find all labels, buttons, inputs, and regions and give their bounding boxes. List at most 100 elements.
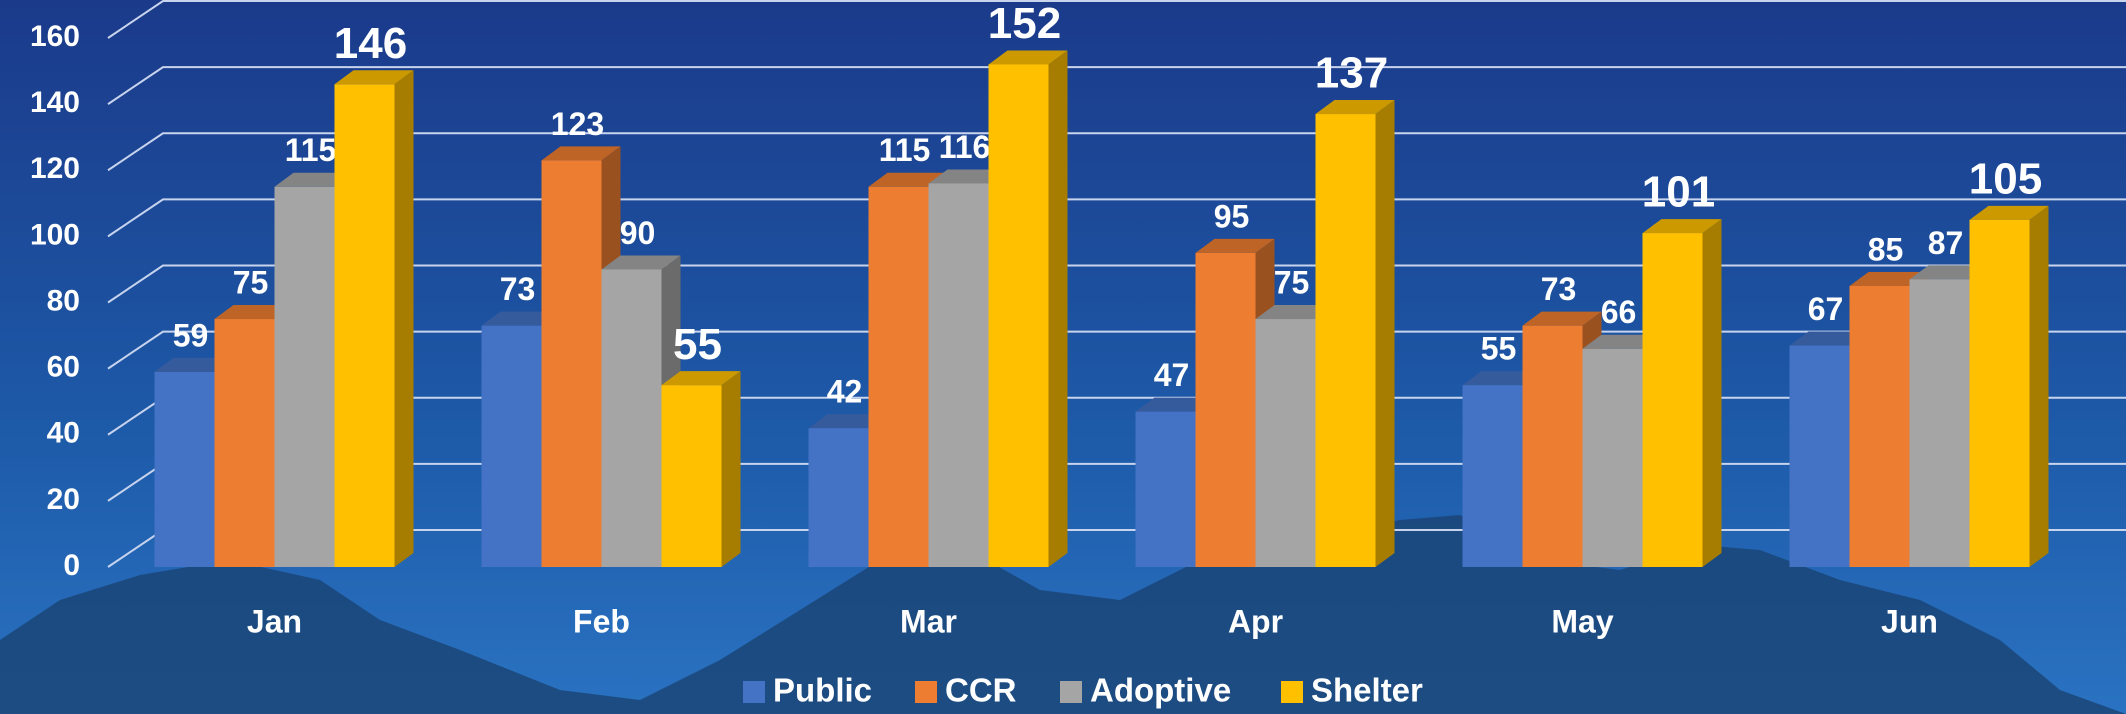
grid-line xyxy=(107,330,2126,370)
y-tick-label: 40 xyxy=(47,417,80,450)
x-tick-label: Jun xyxy=(1881,603,1938,639)
value-label: 123 xyxy=(551,106,604,142)
bar xyxy=(1195,252,1256,567)
bar xyxy=(1135,411,1196,567)
value-label: 101 xyxy=(1642,168,1715,217)
bar-top xyxy=(1255,305,1335,320)
bar xyxy=(601,269,662,567)
bar xyxy=(274,186,335,567)
y-tick-label: 20 xyxy=(47,483,80,516)
bar-top xyxy=(541,146,621,161)
y-tick-label: 60 xyxy=(47,351,80,384)
bar-top xyxy=(214,305,294,320)
legend-label: CCR xyxy=(945,672,1017,709)
legend-swatch xyxy=(743,681,765,703)
value-label: 75 xyxy=(233,264,269,300)
bar xyxy=(481,325,542,567)
bar xyxy=(1255,319,1316,567)
grid-line xyxy=(107,132,2126,172)
bar-top xyxy=(274,172,354,187)
bar-side xyxy=(1375,100,1395,567)
bar-top xyxy=(1909,265,1989,280)
bar-top xyxy=(1135,397,1215,412)
value-label: 115 xyxy=(285,132,337,168)
bar-side xyxy=(2029,205,2049,567)
bar xyxy=(154,371,215,567)
bar xyxy=(1522,325,1583,567)
bar xyxy=(1909,279,1970,567)
value-label: 90 xyxy=(620,215,656,251)
value-label: 85 xyxy=(1868,231,1904,267)
value-label: 47 xyxy=(1154,357,1190,393)
value-label: 105 xyxy=(1969,154,2042,203)
value-label: 42 xyxy=(827,374,863,410)
bar-top xyxy=(1642,219,1722,234)
bar-top xyxy=(481,311,561,326)
bar-top xyxy=(1849,271,1929,286)
bar-top xyxy=(334,70,414,85)
value-label: 87 xyxy=(1928,225,1964,261)
bar-top xyxy=(988,50,1068,65)
y-tick-label: 120 xyxy=(30,152,80,185)
y-tick-label: 160 xyxy=(30,20,80,53)
bar-top xyxy=(1462,371,1542,386)
bar-top xyxy=(808,414,888,429)
bar-top xyxy=(1315,100,1395,115)
grid-line xyxy=(107,66,2126,105)
x-tick-label: Feb xyxy=(573,603,630,639)
y-tick-label: 140 xyxy=(30,86,80,119)
bar-side xyxy=(394,70,414,567)
bar xyxy=(1642,233,1703,567)
y-tick-label: 100 xyxy=(30,218,80,251)
x-tick-label: Jan xyxy=(247,603,302,639)
bar-top xyxy=(661,371,741,386)
value-label: 67 xyxy=(1808,291,1844,327)
bar xyxy=(1789,345,1850,567)
mountain-silhouette xyxy=(0,515,2126,714)
grid-line xyxy=(107,264,2126,304)
bar-top xyxy=(1522,311,1602,326)
legend-swatch xyxy=(1060,681,1082,703)
legend-label: Adoptive xyxy=(1090,672,1231,709)
bar xyxy=(808,428,869,567)
x-tick-label: Mar xyxy=(900,603,957,639)
bar xyxy=(661,385,722,567)
bar xyxy=(1462,385,1523,567)
value-label: 137 xyxy=(1315,49,1388,98)
bar-top xyxy=(601,255,681,270)
value-label: 116 xyxy=(939,129,991,165)
value-label: 55 xyxy=(673,320,722,369)
legend-label: Public xyxy=(773,672,872,709)
value-label: 73 xyxy=(500,271,536,307)
y-tick-label: 80 xyxy=(47,284,80,317)
bar xyxy=(334,84,395,567)
bar-top xyxy=(928,169,1008,184)
bar xyxy=(541,160,602,568)
bar-top xyxy=(1195,238,1275,253)
bar-side xyxy=(721,371,741,567)
value-label: 73 xyxy=(1541,271,1577,307)
bar xyxy=(1582,348,1643,567)
grid-line xyxy=(107,198,2126,238)
bar-top xyxy=(1969,205,2049,220)
value-label: 55 xyxy=(1481,331,1517,367)
bar-side xyxy=(1702,219,1722,567)
bar xyxy=(868,186,929,567)
legend-label: Shelter xyxy=(1311,672,1423,709)
bar xyxy=(988,64,1049,567)
x-tick-label: Apr xyxy=(1228,603,1283,639)
value-label: 59 xyxy=(173,317,209,353)
bar-top xyxy=(1582,334,1662,349)
legend-swatch xyxy=(1281,681,1303,703)
value-label: 152 xyxy=(988,0,1061,48)
bar-top xyxy=(1789,331,1869,346)
value-label: 115 xyxy=(879,132,931,168)
bar xyxy=(1315,114,1376,567)
bar-side xyxy=(1048,50,1068,567)
value-label: 146 xyxy=(334,19,407,68)
bar xyxy=(928,183,989,567)
bar-top xyxy=(154,357,234,372)
bar xyxy=(1969,219,2030,567)
